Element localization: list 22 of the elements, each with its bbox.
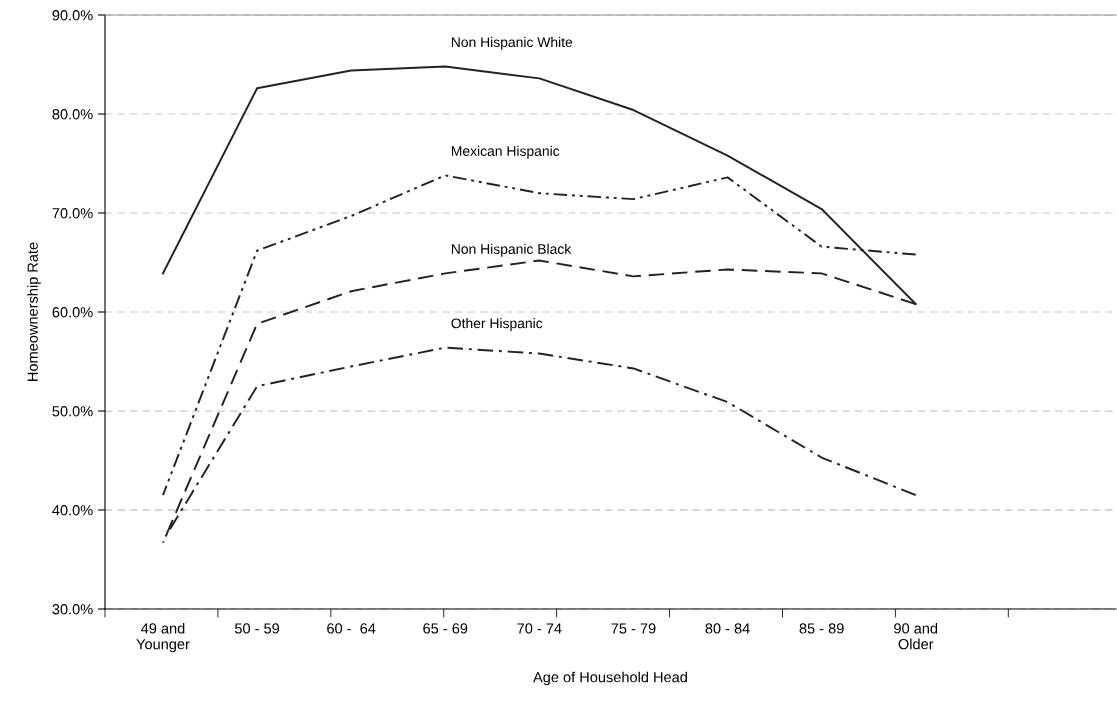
x-tick-label: 50 - 59: [234, 623, 280, 634]
y-tick-label: 40.0%: [52, 505, 93, 516]
x-tick-label: 49 and Younger: [136, 622, 190, 653]
x-tick-label: 80 - 84: [705, 623, 750, 634]
y-tick-label: 90.0%: [52, 10, 93, 21]
x-tick-label: 85 - 89: [799, 623, 844, 634]
x-tick-label: 65 - 69: [423, 623, 468, 634]
series-label: Other Hispanic: [451, 318, 543, 331]
series-label: Non Hispanic White: [451, 36, 573, 50]
y-tick-label: 50.0%: [52, 406, 93, 417]
y-tick-label: 70.0%: [52, 208, 93, 219]
y-tick-label: 30.0%: [52, 604, 93, 615]
series-label: Mexican Hispanic: [451, 145, 560, 159]
x-tick-label: 70 - 74: [517, 623, 562, 634]
x-tick-label: 90 and Older: [894, 622, 938, 650]
y-tick-label: 80.0%: [52, 109, 93, 120]
x-axis-title: Age of Household Head: [533, 671, 687, 686]
y-axis-title: Homeownership Rate: [27, 242, 41, 381]
x-tick-label: 60 - 64: [327, 623, 376, 634]
series-label: Non Hispanic Black: [451, 243, 572, 257]
y-tick-label: 60.0%: [52, 307, 93, 318]
x-tick-label: 75 - 79: [611, 623, 656, 634]
